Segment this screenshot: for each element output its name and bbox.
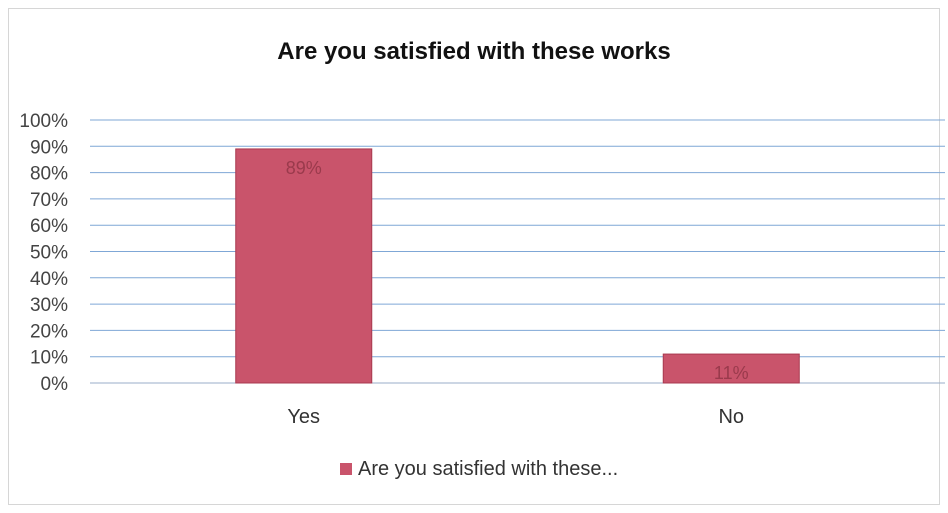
x-tick-label: Yes — [287, 406, 320, 428]
x-tick-label: No — [718, 406, 744, 428]
y-tick-label: 20% — [30, 321, 68, 342]
y-tick-label: 30% — [30, 295, 68, 316]
y-tick-label: 90% — [30, 137, 68, 158]
y-tick-label: 70% — [30, 190, 68, 211]
legend-label: Are you satisfied with these... — [358, 457, 619, 480]
chart-frame — [8, 8, 940, 505]
y-tick-label: 10% — [30, 348, 68, 369]
y-tick-label: 40% — [30, 269, 68, 290]
y-tick-label: 100% — [19, 111, 68, 132]
y-tick-label: 80% — [30, 164, 68, 185]
y-tick-label: 0% — [41, 374, 69, 395]
legend-swatch — [340, 463, 352, 475]
chart-title: Are you satisfied with these works — [277, 38, 671, 65]
bar — [235, 148, 373, 384]
bar — [662, 353, 800, 384]
legend: Are you satisfied with these... — [340, 456, 618, 482]
data-label: 11% — [714, 363, 749, 383]
y-tick-label: 50% — [30, 243, 68, 264]
y-tick-label: 60% — [30, 216, 68, 237]
data-label: 89% — [286, 158, 322, 178]
